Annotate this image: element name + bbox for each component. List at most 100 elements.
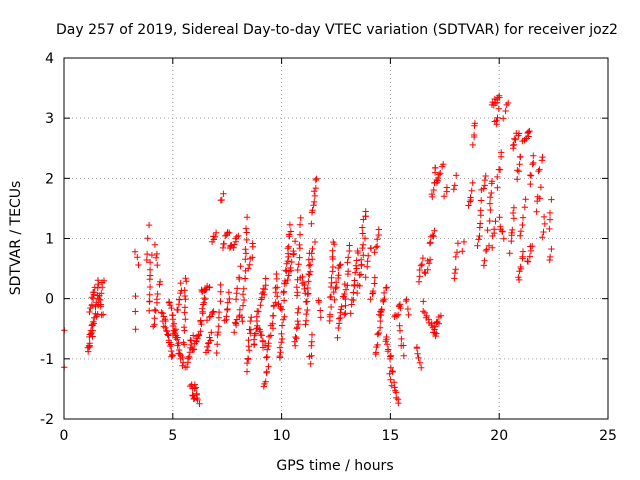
data-point: [295, 261, 302, 268]
data-point: [431, 227, 438, 234]
data-point: [248, 314, 255, 321]
data-point: [467, 194, 474, 201]
data-point: [212, 229, 220, 236]
data-point: [220, 190, 227, 197]
data-point: [362, 274, 369, 281]
data-point: [312, 184, 319, 192]
data-point: [533, 208, 540, 215]
data-point: [190, 346, 197, 353]
data-point: [269, 320, 276, 327]
data-point: [160, 313, 167, 320]
data-point: [506, 250, 513, 257]
data-point: [374, 341, 381, 349]
data-point: [465, 202, 472, 209]
data-point: [451, 269, 459, 277]
data-point: [249, 240, 256, 247]
data-point: [294, 324, 301, 331]
data-point: [344, 282, 351, 289]
data-point: [400, 352, 407, 359]
data-point: [452, 253, 459, 261]
data-point: [206, 334, 213, 341]
data-point: [86, 308, 93, 316]
data-point: [540, 213, 548, 221]
data-point: [530, 159, 537, 167]
data-point: [242, 246, 249, 253]
data-point: [537, 184, 545, 191]
plot-frame: [63, 57, 609, 420]
data-point: [296, 221, 304, 228]
data-point: [235, 232, 242, 240]
data-point: [169, 352, 176, 359]
data-point: [257, 328, 264, 335]
data-point: [372, 349, 380, 356]
data-point: [510, 145, 517, 152]
data-point: [393, 312, 400, 320]
data-point: [273, 284, 281, 291]
data-point: [294, 317, 301, 325]
data-point: [482, 247, 490, 255]
data-point: [296, 254, 303, 261]
data-point: [365, 252, 372, 259]
data-point: [240, 285, 247, 292]
data-point: [90, 318, 97, 325]
data-point: [198, 320, 205, 328]
data-point: [293, 284, 300, 291]
data-point: [529, 242, 536, 250]
data-point: [367, 296, 374, 303]
data-point: [428, 190, 436, 198]
data-point: [492, 218, 499, 225]
data-point: [374, 331, 381, 338]
data-point: [166, 301, 174, 309]
data-point: [434, 318, 441, 326]
data-point: [262, 378, 269, 385]
data-point: [151, 306, 158, 314]
data-point: [217, 298, 224, 305]
data-point: [474, 242, 481, 249]
data-point: [158, 309, 165, 316]
data-point: [487, 194, 494, 201]
data-point: [225, 289, 232, 296]
data-point: [232, 296, 240, 303]
data-point: [416, 273, 423, 280]
data-point: [539, 234, 546, 241]
data-point: [519, 214, 527, 221]
data-point: [162, 317, 169, 325]
data-point: [308, 220, 315, 227]
data-point: [191, 385, 198, 392]
data-point: [261, 286, 269, 293]
data-point: [493, 117, 500, 124]
data-point: [352, 262, 360, 269]
data-point: [432, 164, 439, 171]
data-point: [413, 344, 421, 351]
data-point: [131, 248, 139, 255]
data-point: [374, 236, 381, 243]
x-axis-label: GPS time / hours: [276, 458, 393, 474]
data-point: [159, 310, 166, 317]
data-point: [97, 303, 104, 310]
data-point: [224, 299, 231, 306]
data-point: [351, 277, 358, 284]
data-point: [415, 354, 422, 362]
data-point: [548, 245, 555, 253]
data-point: [517, 153, 524, 161]
y-tick-labels: -2 -1 0 1 2 3 4: [40, 51, 54, 428]
data-point: [305, 256, 312, 263]
data-point: [307, 268, 314, 275]
data-point: [146, 298, 153, 305]
data-point: [166, 342, 174, 350]
data-point: [211, 233, 219, 240]
data-point: [371, 274, 378, 281]
y-tick-label: -2: [40, 412, 54, 428]
data-point: [296, 231, 304, 238]
data-point: [487, 206, 494, 214]
data-point: [173, 336, 181, 343]
data-point: [274, 293, 281, 300]
data-point: [402, 297, 410, 305]
data-point: [243, 359, 251, 367]
data-point: [153, 250, 161, 258]
data-point: [494, 184, 501, 191]
data-point: [431, 323, 438, 330]
data-point: [281, 313, 288, 320]
data-point: [164, 331, 171, 338]
